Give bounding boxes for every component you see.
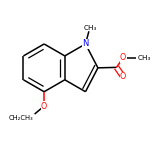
Text: N: N: [82, 40, 89, 48]
Text: O: O: [120, 72, 126, 81]
Text: CH₃: CH₃: [83, 25, 97, 31]
Text: O: O: [120, 54, 126, 62]
Text: CH₂CH₃: CH₂CH₃: [9, 115, 34, 121]
Text: O: O: [41, 102, 47, 111]
Text: CH₃: CH₃: [137, 55, 150, 61]
